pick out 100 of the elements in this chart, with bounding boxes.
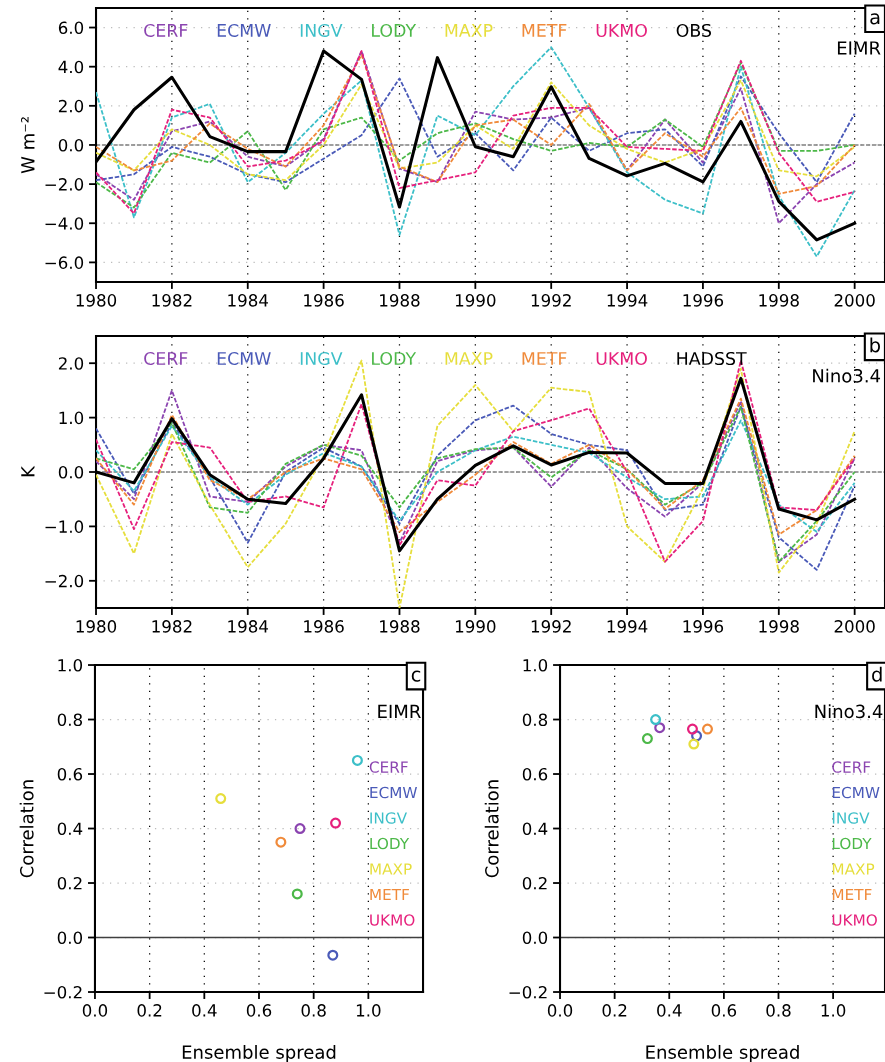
text: LODY — [832, 837, 872, 850]
x-tick-label: 0.0 — [82, 1004, 108, 1017]
x-tick-label: 1990 — [455, 620, 496, 633]
point — [654, 722, 666, 734]
x-tick-label: 0.4 — [657, 1004, 682, 1017]
point — [275, 836, 287, 848]
y-tick-label: 0.0 — [57, 931, 83, 945]
annotation: Nino3.4 — [813, 368, 881, 383]
point — [330, 817, 342, 829]
x-tick-label: 1998 — [759, 620, 799, 633]
y-tick-label: 2.0 — [58, 357, 84, 370]
x-tick-label: 2000 — [834, 294, 875, 307]
y-tick-label: 2.0 — [58, 99, 84, 113]
y-tick-label: −2.0 — [45, 178, 84, 191]
series-label: MAXP — [445, 352, 493, 365]
line-series — [96, 397, 856, 536]
text: INGV — [300, 351, 343, 366]
y-tick-label: 1.0 — [59, 411, 84, 425]
y-tick-label: 0.6 — [522, 767, 548, 781]
y-tick-label: 4.0 — [58, 60, 84, 74]
text: UKMO — [370, 914, 415, 926]
point — [351, 754, 363, 766]
point — [688, 738, 700, 750]
y-tick-label: 0.8 — [57, 713, 83, 727]
x-tick-label: 0.4 — [192, 1004, 217, 1017]
x-tick-label: 1994 — [607, 620, 648, 633]
y-tick-label: 0.2 — [522, 876, 547, 890]
y-axis-title: Correlation — [19, 780, 34, 878]
x-tick-label: 0.6 — [246, 1004, 272, 1017]
x-tick-label: 1982 — [152, 294, 192, 307]
series-label: CERF — [144, 351, 188, 366]
x-tick-label: 1988 — [380, 620, 420, 633]
x-tick-label: 1984 — [228, 294, 269, 307]
y-tick-label: 6.0 — [58, 21, 84, 35]
text: LODY — [372, 351, 417, 366]
x-tick-label: 1982 — [152, 620, 192, 633]
x-tick-label: 1992 — [531, 294, 571, 307]
text: LODY — [372, 23, 417, 38]
x-tick-label: 0.6 — [711, 1004, 737, 1017]
y-tick-label: −0.2 — [509, 985, 547, 999]
x-tick-label: 1990 — [455, 294, 496, 307]
text: METF — [370, 888, 409, 901]
point — [291, 888, 303, 900]
text: UKMO — [596, 23, 647, 38]
series-label: HADSST — [677, 351, 747, 366]
text: UKMO — [596, 351, 647, 366]
x-tick-label: 0.8 — [301, 1004, 326, 1017]
text: INGV — [370, 812, 407, 824]
y-tick-label: 0.6 — [57, 767, 83, 781]
annotation: EIMR — [837, 41, 881, 55]
point — [641, 733, 653, 745]
point — [691, 730, 703, 742]
x-axis-title: Ensemble spread — [182, 1044, 336, 1062]
y-tick-label: 1.0 — [523, 658, 548, 672]
text: METF — [832, 888, 872, 901]
annotation: Nino3.4 — [815, 704, 883, 719]
text: ECMW — [370, 786, 418, 799]
y-tick-label: 0.0 — [58, 138, 84, 152]
text: METF — [522, 24, 567, 37]
y-tick-label: −1.0 — [45, 520, 84, 533]
text: UKMO — [832, 914, 877, 926]
y-tick-label: 1.0 — [58, 658, 83, 672]
text: ECMW — [832, 786, 880, 799]
y-axis-title: K — [21, 465, 35, 477]
y-tick-label: −6.0 — [45, 256, 84, 269]
y-tick-label: 0.0 — [522, 931, 548, 945]
annotation: d — [872, 666, 882, 682]
x-tick-label: 1996 — [683, 294, 724, 307]
annotation: c — [411, 670, 421, 682]
text: ECMW — [217, 23, 271, 38]
line-series — [96, 419, 856, 533]
x-tick-label: 1986 — [304, 620, 344, 633]
x-tick-label: 2000 — [834, 620, 875, 633]
text: MAXP — [445, 24, 493, 37]
text: INGV — [300, 23, 343, 38]
y-axis-title: W m⁻² — [21, 117, 35, 174]
text: INGV — [832, 812, 870, 824]
y-axis-title: Correlation — [484, 780, 499, 878]
y-tick-label: 0.4 — [522, 822, 548, 836]
point — [701, 723, 713, 735]
text: MAXP — [832, 863, 875, 875]
text: CERF — [369, 761, 408, 773]
point — [327, 949, 339, 961]
point — [650, 714, 662, 726]
x-tick-label: 1986 — [304, 294, 344, 307]
y-tick-label: 0.4 — [57, 822, 83, 836]
x-tick-label: 1996 — [683, 620, 724, 633]
y-tick-label: −0.2 — [44, 985, 82, 999]
annotation: a — [870, 13, 880, 25]
x-tick-label: 1998 — [759, 294, 799, 307]
text: CERF — [144, 23, 188, 38]
text: ECMW — [217, 351, 271, 366]
point — [215, 793, 227, 805]
annotation: b — [870, 337, 880, 353]
x-tick-label: 1988 — [380, 294, 420, 307]
x-tick-label: 1980 — [76, 620, 117, 633]
x-tick-label: 0.2 — [602, 1004, 627, 1017]
x-tick-label: 0.2 — [137, 1004, 162, 1017]
x-tick-label: 1980 — [76, 294, 117, 307]
text: LODY — [370, 837, 410, 850]
